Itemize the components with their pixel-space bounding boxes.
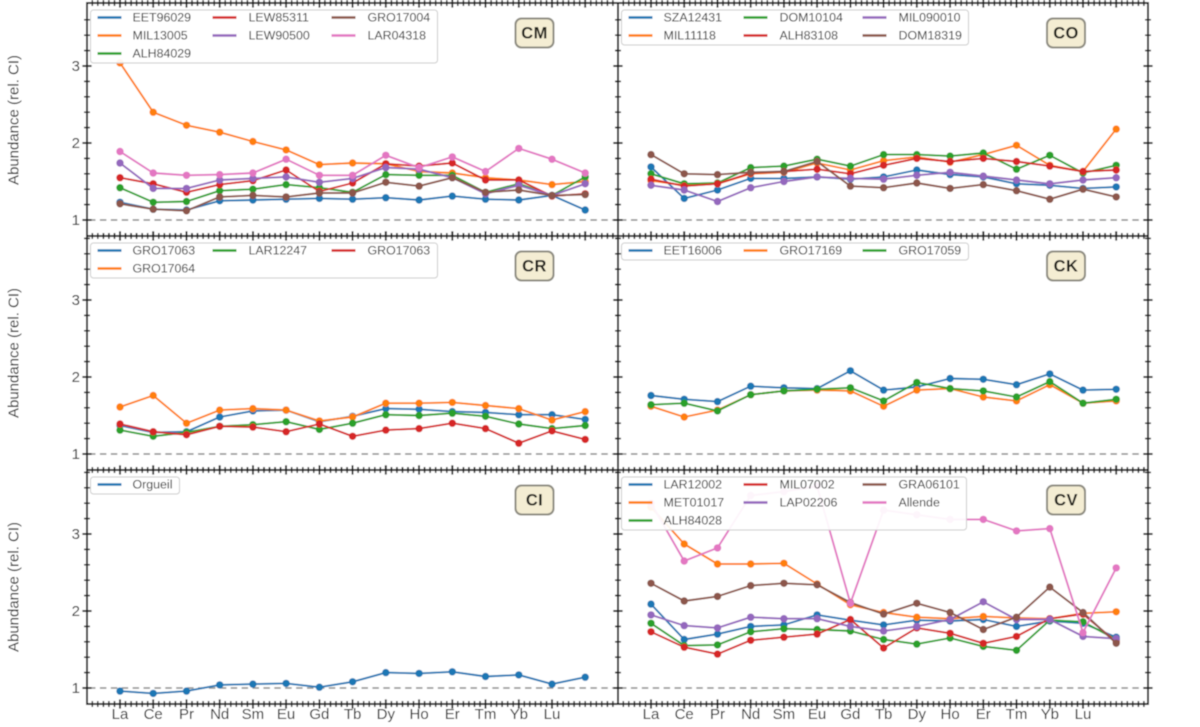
svg-text:3: 3 bbox=[72, 292, 80, 309]
svg-text:CV: CV bbox=[1054, 492, 1078, 510]
svg-text:Gd: Gd bbox=[309, 706, 329, 723]
svg-text:CR: CR bbox=[522, 258, 547, 276]
svg-text:LAR04318: LAR04318 bbox=[368, 29, 427, 43]
svg-text:MIL13005: MIL13005 bbox=[133, 29, 188, 43]
svg-text:Sm: Sm bbox=[773, 706, 796, 723]
svg-text:MIL07002: MIL07002 bbox=[780, 478, 835, 492]
svg-text:GRO17059: GRO17059 bbox=[899, 244, 962, 258]
svg-text:MIL11118: MIL11118 bbox=[664, 29, 716, 43]
svg-text:Yb: Yb bbox=[1041, 706, 1059, 723]
svg-text:Tb: Tb bbox=[344, 706, 362, 723]
svg-text:LAR12002: LAR12002 bbox=[664, 478, 723, 492]
svg-text:EET96029: EET96029 bbox=[133, 11, 192, 25]
svg-text:LEW85311: LEW85311 bbox=[249, 11, 309, 25]
svg-text:Tm: Tm bbox=[1006, 706, 1028, 723]
svg-text:Ho: Ho bbox=[410, 706, 429, 723]
svg-text:3: 3 bbox=[72, 526, 80, 543]
svg-text:Nd: Nd bbox=[210, 706, 229, 723]
svg-text:ALH84028: ALH84028 bbox=[664, 514, 723, 528]
svg-text:Pr: Pr bbox=[710, 706, 725, 723]
svg-text:LAR12247: LAR12247 bbox=[249, 244, 308, 258]
svg-text:Tm: Tm bbox=[475, 706, 497, 723]
svg-text:GRO17063: GRO17063 bbox=[368, 244, 431, 258]
svg-text:Ce: Ce bbox=[675, 706, 694, 723]
svg-text:Orgueil: Orgueil bbox=[133, 478, 173, 492]
svg-text:EET16006: EET16006 bbox=[664, 244, 723, 258]
svg-text:2: 2 bbox=[72, 603, 80, 620]
svg-text:Er: Er bbox=[445, 706, 460, 723]
svg-text:Abundance (rel. CI): Abundance (rel. CI) bbox=[6, 522, 23, 652]
svg-text:1: 1 bbox=[72, 212, 80, 229]
svg-text:3: 3 bbox=[72, 58, 80, 75]
svg-text:Tb: Tb bbox=[875, 706, 893, 723]
svg-text:2: 2 bbox=[72, 369, 80, 386]
svg-text:Dy: Dy bbox=[377, 706, 396, 723]
svg-text:Sm: Sm bbox=[242, 706, 265, 723]
svg-text:GRO17063: GRO17063 bbox=[133, 244, 196, 258]
svg-text:CM: CM bbox=[521, 25, 547, 43]
svg-text:Nd: Nd bbox=[741, 706, 760, 723]
svg-text:MET01017: MET01017 bbox=[664, 496, 725, 510]
svg-text:ALH83108: ALH83108 bbox=[780, 29, 839, 43]
svg-text:GRA06101: GRA06101 bbox=[899, 478, 960, 492]
svg-text:Lu: Lu bbox=[544, 706, 561, 723]
svg-text:GRO17169: GRO17169 bbox=[780, 244, 843, 258]
svg-text:La: La bbox=[643, 706, 660, 723]
svg-text:La: La bbox=[112, 706, 129, 723]
svg-text:CK: CK bbox=[1054, 258, 1079, 276]
svg-text:1: 1 bbox=[72, 446, 80, 463]
svg-text:GRO17064: GRO17064 bbox=[133, 262, 196, 276]
svg-text:LEW90500: LEW90500 bbox=[249, 29, 310, 43]
svg-text:Lu: Lu bbox=[1075, 706, 1092, 723]
svg-text:Er: Er bbox=[976, 706, 991, 723]
svg-text:LAP02206: LAP02206 bbox=[780, 496, 838, 510]
svg-text:Eu: Eu bbox=[808, 706, 826, 723]
svg-text:DOM10104: DOM10104 bbox=[780, 11, 843, 25]
svg-text:Ho: Ho bbox=[941, 706, 960, 723]
svg-text:1: 1 bbox=[72, 680, 80, 697]
svg-text:Ce: Ce bbox=[144, 706, 163, 723]
svg-text:Abundance (rel. CI): Abundance (rel. CI) bbox=[6, 55, 23, 185]
svg-text:2: 2 bbox=[72, 135, 80, 152]
svg-text:Pr: Pr bbox=[179, 706, 194, 723]
svg-text:Eu: Eu bbox=[277, 706, 295, 723]
svg-text:Allende: Allende bbox=[899, 496, 940, 510]
svg-text:DOM18319: DOM18319 bbox=[899, 29, 962, 43]
svg-text:Gd: Gd bbox=[840, 706, 860, 723]
svg-text:CI: CI bbox=[526, 492, 543, 510]
svg-text:ALH84029: ALH84029 bbox=[133, 47, 192, 61]
svg-text:MIL090010: MIL090010 bbox=[899, 11, 961, 25]
svg-text:Abundance (rel. CI): Abundance (rel. CI) bbox=[6, 288, 23, 418]
svg-text:SZA12431: SZA12431 bbox=[664, 11, 723, 25]
svg-text:Dy: Dy bbox=[908, 706, 927, 723]
svg-text:Yb: Yb bbox=[510, 706, 528, 723]
svg-text:CO: CO bbox=[1053, 25, 1079, 43]
svg-text:GRO17004: GRO17004 bbox=[368, 11, 431, 25]
